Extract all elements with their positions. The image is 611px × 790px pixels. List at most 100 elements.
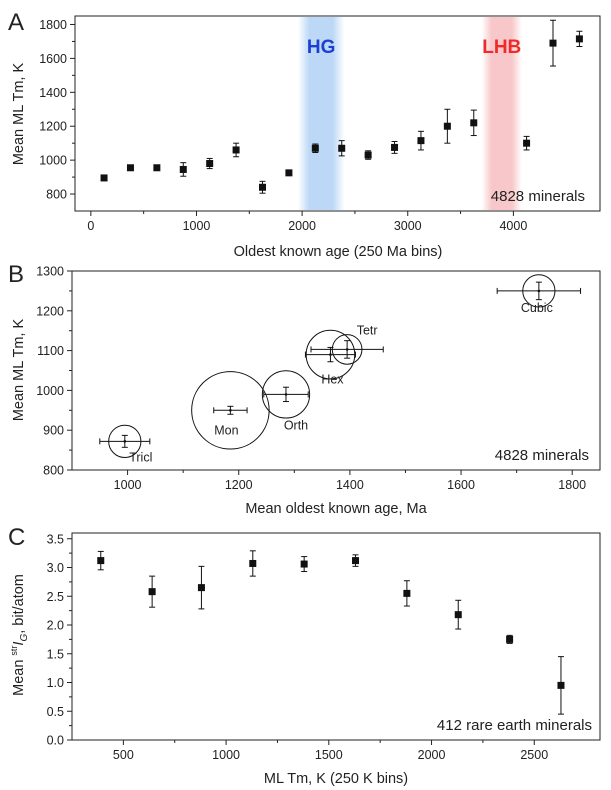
band-label-lhb: LHB <box>482 37 521 58</box>
data-point <box>179 165 187 173</box>
data-point <box>523 139 531 147</box>
x-tick-label: 1400 <box>336 478 364 492</box>
center-point <box>123 440 127 443</box>
y-tick-label: 1200 <box>36 304 64 318</box>
y-tick-label: 800 <box>43 464 64 478</box>
data-point <box>338 144 346 152</box>
x-tick-label: 1600 <box>447 478 475 492</box>
y-label-sub: G <box>19 634 30 642</box>
panel-letter: A <box>8 9 24 36</box>
data-point <box>259 183 266 191</box>
data-point <box>364 151 372 159</box>
data-point <box>470 119 478 127</box>
x-tick-label: 1000 <box>183 219 211 233</box>
data-point <box>311 144 319 152</box>
y-tick-label: 1800 <box>39 18 67 32</box>
x-axis-title: Oldest known age (250 Ma bins) <box>234 244 443 260</box>
x-tick-label: 2500 <box>520 748 548 762</box>
y-axis-title: Mean ML Tm, K <box>11 63 27 166</box>
data-point <box>97 557 105 565</box>
y-axis-title: Mean strIG, bit/atom <box>9 574 30 696</box>
data-point <box>206 160 214 168</box>
y-axis-title: Mean ML Tm, K <box>11 319 27 422</box>
y-tick-label: 3.5 <box>47 532 64 546</box>
plot-frame <box>74 15 601 212</box>
y-tick-label: 3.0 <box>47 561 64 575</box>
x-tick-label: 0 <box>87 219 94 233</box>
x-tick-label: 1200 <box>225 478 253 492</box>
bubble-label: Hex <box>321 373 344 387</box>
center-point <box>229 409 232 412</box>
band-label-hg: HG <box>307 37 336 58</box>
panel-letter: C <box>8 524 25 551</box>
y-label-prefix: Mean <box>11 656 27 696</box>
x-tick-label: 3000 <box>394 219 422 233</box>
center-point <box>329 353 332 356</box>
data-point <box>549 39 557 47</box>
y-tick-label: 1000 <box>39 154 67 168</box>
data-point <box>443 122 451 130</box>
data-point <box>557 681 565 689</box>
panel-b: 1000 1200 1400 1600 1800 800 900 1000 1100 1200 13… <box>8 261 601 517</box>
y-tick-label: 1100 <box>37 344 64 358</box>
bubble-label: Tricl <box>129 450 152 464</box>
y-tick-label: 0.5 <box>47 705 64 719</box>
band-hg <box>297 17 345 210</box>
x-tick-label: 2000 <box>418 748 446 762</box>
x-tick-label: 2000 <box>288 219 316 233</box>
y-tick-label: 1.5 <box>47 647 64 661</box>
annotation: 4828 minerals <box>491 188 585 205</box>
y-tick-label: 1000 <box>36 384 64 398</box>
center-point <box>537 289 541 293</box>
y-label-sup: str <box>9 646 19 656</box>
data-point <box>100 174 108 182</box>
data-point <box>454 611 462 619</box>
x-axis-title: ML Tm, K (250 K bins) <box>264 771 408 787</box>
panel-letter: B <box>8 261 24 288</box>
y-tick-label: 1200 <box>39 120 67 134</box>
y-tick-label: 2.5 <box>47 590 64 604</box>
y-label-main: I <box>11 642 27 646</box>
band-lhb <box>481 17 522 210</box>
y-tick-label: 1.0 <box>47 676 64 690</box>
panel-a: HG LHB 0 1000 2000 3000 4000 800 1000 1200 1400 160… <box>8 9 601 260</box>
x-tick-label: 1800 <box>558 478 586 492</box>
annotation: 412 rare earth minerals <box>437 717 592 734</box>
x-tick-label: 1000 <box>114 478 142 492</box>
bubble-orth <box>261 370 311 419</box>
data-point <box>153 164 161 172</box>
annotation: 4828 minerals <box>495 447 589 464</box>
data-point <box>403 589 411 597</box>
data-point <box>126 164 134 172</box>
data-point <box>417 137 425 145</box>
bubble-label: Mon <box>214 423 238 437</box>
data-point <box>352 557 360 565</box>
center-point <box>284 393 288 396</box>
y-tick-label: 0.0 <box>47 734 64 748</box>
x-tick-label: 500 <box>113 748 134 762</box>
x-tick-label: 4000 <box>499 219 527 233</box>
x-tick-label: 1500 <box>315 748 343 762</box>
plot-frame <box>71 532 601 741</box>
y-tick-label: 1600 <box>39 52 67 66</box>
data-point <box>506 635 514 643</box>
y-label-suffix: , bit/atom <box>11 574 27 634</box>
y-tick-label: 1400 <box>39 86 67 100</box>
data-point <box>391 143 399 151</box>
data-point <box>249 559 257 567</box>
data-point <box>148 588 156 596</box>
y-tick-label: 900 <box>43 424 64 438</box>
data-point <box>300 560 308 568</box>
y-tick-label: 2.0 <box>47 619 64 633</box>
data-point <box>285 169 293 177</box>
bubble-label: Tetr <box>357 323 378 337</box>
x-tick-label: 1000 <box>212 748 240 762</box>
data-point <box>232 146 240 154</box>
center-point <box>345 348 349 351</box>
panel-c: 500 1000 1500 2000 2500 0.0 0.5 1.0 1.5 2.0 2.5 3.0… <box>8 524 601 787</box>
y-tick-label: 800 <box>46 188 67 202</box>
x-axis-title: Mean oldest known age, Ma <box>245 501 427 517</box>
bubble-label: Orth <box>284 418 308 432</box>
data-point <box>197 584 205 592</box>
